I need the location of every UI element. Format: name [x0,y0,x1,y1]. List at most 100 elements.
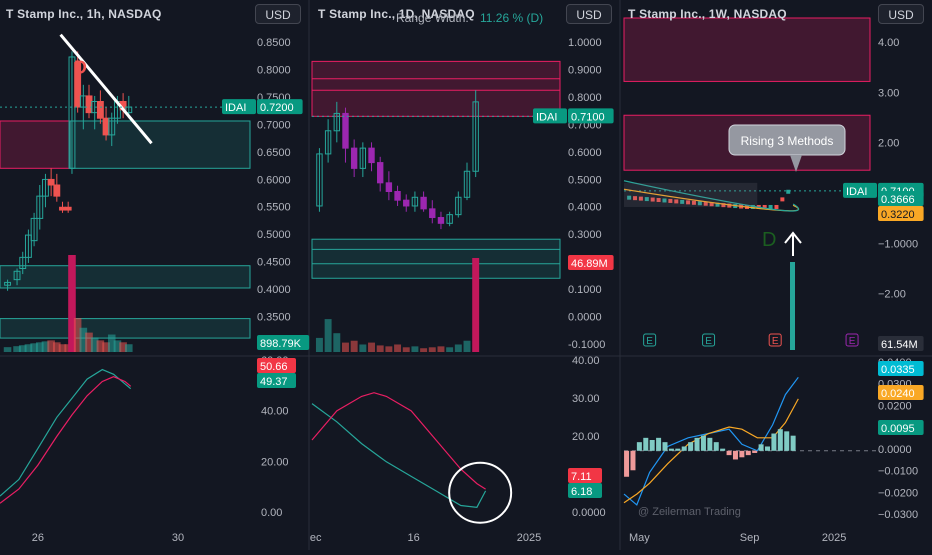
candle-body [36,195,44,219]
volume-bar [368,342,375,352]
price-tick-label: 0.9000 [568,64,602,76]
macd-histogram-bar [624,450,630,477]
macd-histogram-bar [771,433,777,451]
callout-text: Rising 3 Methods [741,134,834,148]
macd-histogram-bar [707,437,713,451]
macd-histogram-bar [784,431,790,451]
macd-histogram-bar [732,450,738,460]
weekly-candle [715,202,720,207]
candle-body [102,117,110,136]
price-tick-label: −2.00 [878,289,906,301]
earnings-marker [643,333,657,347]
symbol-chip-bg [222,99,256,115]
symbol-chip-bg [843,182,877,198]
osc-value-chip-bg [568,483,602,498]
zone-1-0 [311,60,561,117]
weekly-candle [768,204,773,209]
candle-body [316,153,323,207]
volume-bar [350,340,358,352]
price-tick-label: 1.0000 [568,37,602,49]
weekly-candle [644,197,649,202]
ma-band [624,182,758,207]
macd-histogram-bar [675,448,681,451]
volume-bar [342,342,349,352]
candle-body [85,95,93,114]
x-tick-label: Sep [740,532,760,544]
candle-body [324,130,332,155]
annotation-d: D [74,58,87,78]
candle-body [350,147,358,169]
highlight-circle [448,461,513,524]
macd-histogram-bar [656,437,662,451]
pane2-currency-button[interactable]: USD [566,4,612,24]
candle-body [59,206,66,211]
price-tick-label: −1.0000 [878,238,918,250]
volume-bar [47,340,55,352]
price-tick-label: -0.1000 [568,339,605,351]
volume-chip: 46.89M [571,258,608,270]
osc-tick-label: 30.00 [572,393,600,405]
weekly-candle [750,204,755,209]
macd-histogram-bar [752,450,758,453]
pane3-currency-button[interactable]: USD [878,4,924,24]
last-price-chip: 0.7200 [260,102,294,114]
ma-value-chip: 0.3220 [881,209,915,221]
macd-histogram-bar [765,446,770,451]
candle-body [125,106,133,114]
candle-body [420,196,427,210]
osc-tick-label: 0.0000 [572,507,606,519]
price-tick-label: 0.3000 [568,229,602,241]
last-price-chip: 0.7100 [571,111,605,123]
weekly-candle [709,202,714,207]
osc-tick-label: 40.00 [572,355,600,367]
volume-bar [30,343,38,352]
volume-bar [53,342,61,352]
price-tick-label: 0.6500 [257,147,291,159]
candle-body [30,217,38,242]
volume-bar [13,346,21,352]
weekly-candle [703,201,708,206]
x-tick-label: 2025 [822,532,846,544]
macd-histogram-bar [726,450,732,456]
pane1-currency-button[interactable]: USD [255,4,301,24]
candle-body [463,170,471,198]
osc-value-chip-bg [878,420,924,435]
price-tick-label: 2.00 [878,138,899,150]
volume-bar [420,348,428,352]
volume-chip-bg [257,335,310,350]
volume-spike [790,262,795,350]
candle-body [394,191,401,201]
price-tick-label: 0.8500 [257,37,291,49]
volume-chip: 898.79K [260,338,302,350]
osc-value-chip: 7.11 [571,471,592,483]
symbol-chip-bg [533,108,567,124]
weekly-candle [762,204,767,209]
osc-value-chip-bg [878,385,924,400]
macd-histogram-bar [681,446,687,451]
osc-value-chip: 6.18 [571,486,592,498]
osc-value-chip: 0.0095 [881,423,915,435]
osc-value-chip-bg [257,373,296,388]
volume-bar [79,327,88,352]
volume-bar [454,344,462,352]
volume-bar [68,255,76,352]
candle-body [446,214,453,224]
pane2-title: T Stamp Inc., 1D, NASDAQ [318,7,475,21]
ma-value-chip-bg [878,206,924,221]
symbol-chip: IDAI [536,111,557,123]
candle-body [342,112,349,149]
volume-bar [125,344,133,352]
x-tick-label: ec [310,532,322,544]
price-tick-label: 0.5000 [257,229,291,241]
volume-bar [24,344,33,352]
volume-chip-bg [568,255,614,270]
ma-value-chip: 0.3666 [881,194,915,206]
macd-histogram-bar [700,435,706,451]
earnings-marker-label: E [772,336,779,347]
macd-histogram-bar [636,442,642,451]
earnings-marker [768,333,782,347]
earnings-marker-label: E [849,336,856,347]
osc-tick-label: 0.0000 [878,444,912,456]
zone-0-3 [0,318,251,339]
weekly-candle [662,198,667,203]
